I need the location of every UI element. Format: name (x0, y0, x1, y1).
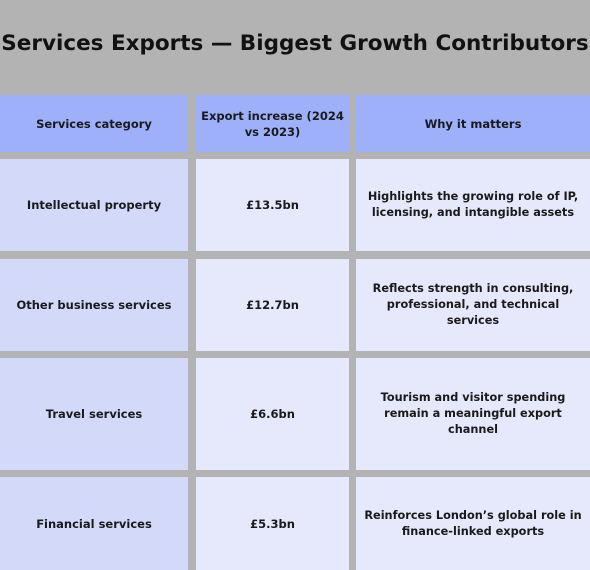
table-cell-reason: Reflects strength in consulting, profess… (356, 259, 590, 351)
table-cell-increase: £5.3bn (196, 477, 349, 570)
page-title: Services Exports — Biggest Growth Contri… (1, 30, 589, 56)
table-cell-category: Financial services (0, 477, 188, 570)
table-cell-reason: Tourism and visitor spending remain a me… (356, 358, 590, 470)
header-services-category: Services category (0, 95, 188, 152)
table-cell-category: Travel services (0, 358, 188, 470)
table-cell-category: Other business services (0, 259, 188, 351)
table-cell-reason: Highlights the growing role of IP, licen… (356, 159, 590, 251)
header-why-it-matters: Why it matters (356, 95, 590, 152)
header-export-increase: Export increase (2024 vs 2023) (196, 95, 349, 152)
table-cell-increase: £13.5bn (196, 159, 349, 251)
title-bar: Services Exports — Biggest Growth Contri… (0, 0, 590, 86)
table-cell-category: Intellectual property (0, 159, 188, 251)
table-cell-increase: £12.7bn (196, 259, 349, 351)
table-cell-reason: Reinforces London’s global role in finan… (356, 477, 590, 570)
table-cell-increase: £6.6bn (196, 358, 349, 470)
